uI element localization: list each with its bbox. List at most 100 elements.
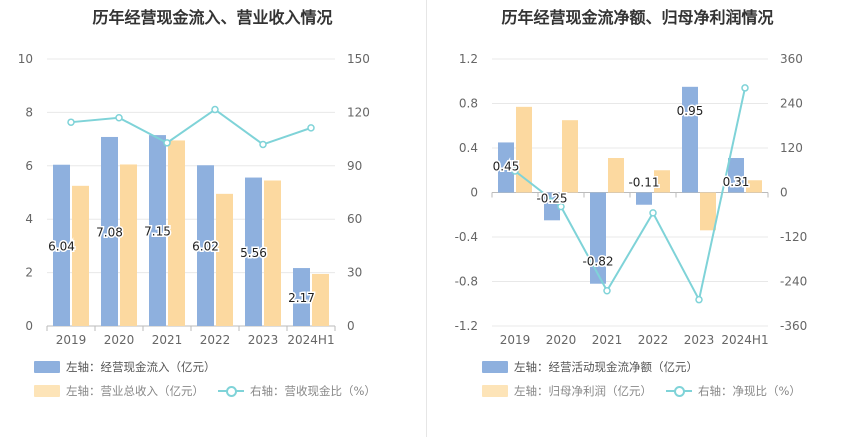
data-label: 0.95: [677, 104, 704, 118]
bar-series1: [728, 158, 744, 193]
x-tick-label: 2023: [684, 333, 715, 347]
right-tick-label: 0: [780, 186, 788, 200]
bar-series1: [636, 192, 652, 205]
x-tick-label: 2024H1: [721, 333, 768, 347]
right-tick-label: -240: [780, 275, 807, 289]
data-label: 0.31: [723, 175, 750, 189]
bar-series1: [498, 142, 514, 193]
legend-row: 左轴：经营活动现金流净额（亿元）: [482, 359, 712, 375]
legend-swatch: [666, 385, 692, 397]
left-tick-label: 6: [25, 159, 33, 173]
bar-series2: [608, 158, 624, 193]
data-label: 7.15: [144, 225, 171, 239]
x-tick-label: 2019: [500, 333, 531, 347]
right-tick-label: 150: [347, 52, 370, 66]
left-tick-label: 0: [470, 186, 478, 200]
left-tick-label: -1.2: [455, 319, 478, 333]
line-point: [259, 140, 267, 149]
line-point: [163, 139, 171, 147]
data-label: 2.17: [288, 291, 315, 305]
legend-item[interactable]: 左轴：经营现金流入（亿元）: [34, 359, 216, 375]
panel-divider: [426, 0, 427, 437]
legend-row: 左轴：归母净利润（亿元） 右轴：净现比（%）: [482, 383, 815, 399]
left-tick-label: 0: [25, 319, 33, 333]
x-tick-label: 2022: [200, 333, 231, 347]
legend-item[interactable]: 右轴：营收现金比（%）: [218, 383, 376, 399]
line-point: [649, 209, 657, 217]
bar-series2: [120, 164, 137, 326]
legend-row: 左轴：经营现金流入（亿元）: [34, 359, 230, 375]
legend-label: 左轴：经营现金流入（亿元）: [66, 360, 216, 374]
legend-swatch: [218, 385, 244, 397]
legend-label: 左轴：归母净利润（亿元）: [514, 384, 652, 398]
line-series: [70, 108, 312, 146]
data-label: -0.82: [582, 255, 613, 269]
bar-series2: [264, 180, 281, 326]
x-tick-label: 2024H1: [287, 333, 334, 347]
legend-item[interactable]: 右轴：净现比（%）: [666, 383, 801, 399]
data-label: 6.02: [192, 240, 219, 254]
bar-series2: [746, 180, 762, 193]
data-label: 0.45: [493, 159, 520, 173]
line-point: [741, 84, 749, 92]
x-tick-label: 2020: [104, 333, 135, 347]
bar-series2: [700, 192, 716, 231]
line-point: [695, 295, 703, 304]
right-tick-label: 360: [780, 52, 803, 66]
x-tick-label: 2020: [546, 333, 577, 347]
bar-series2: [654, 170, 670, 193]
chart-right-svg: -1.2 -0.8 -0.4 0 0.4 0.8 1.2 -360 -240 -120 0 120 24…: [455, 52, 808, 347]
chart-left-svg: 0 2 4 6 8 10 0 30 60 90 120 150 2019 2020 2021 2022 2023…: [18, 52, 370, 347]
legend-row: 左轴：营业总收入（亿元） 右轴：营收现金比（%）: [34, 383, 390, 399]
data-label: -0.25: [536, 191, 567, 205]
bar-series1: [682, 86, 698, 193]
line-point: [307, 124, 315, 132]
chart-panel-left: 历年经营现金流入、营业收入情况 0 2 4 6 8 10 0 30 60 90 120 150 2019…: [18, 8, 390, 399]
bar-series1: [101, 136, 118, 326]
bar-series2: [216, 193, 233, 326]
bar-series2: [562, 120, 578, 193]
left-tick-label: 0.4: [459, 141, 478, 155]
right-tick-label: 60: [347, 212, 362, 226]
legend-label: 右轴：营收现金比（%）: [250, 384, 376, 398]
line-point: [67, 118, 75, 126]
left-tick-label: 8: [25, 105, 33, 119]
x-tick-label: 2022: [638, 333, 669, 347]
legend-label: 左轴：营业总收入（亿元）: [66, 384, 204, 398]
line-series: [514, 87, 746, 303]
right-tick-label: -360: [780, 319, 807, 333]
line-point: [557, 202, 565, 211]
bar-series1: [197, 165, 214, 326]
line-point: [511, 167, 519, 175]
legend-swatch: [482, 385, 508, 397]
legend-item[interactable]: 左轴：营业总收入（亿元）: [34, 383, 204, 399]
bar-series1: [590, 192, 606, 284]
right-tick-label: 240: [780, 97, 803, 111]
bar-series1: [293, 268, 310, 326]
bar-series2: [72, 185, 89, 326]
right-tick-label: 90: [347, 159, 362, 173]
bar-series2: [312, 273, 329, 326]
bar-series2: [168, 140, 185, 326]
legend-swatch: [34, 361, 60, 373]
left-tick-label: 10: [18, 52, 33, 66]
data-label: -0.11: [628, 176, 659, 190]
left-tick-label: 0.8: [459, 97, 478, 111]
bar-series2: [516, 106, 532, 193]
left-tick-label: 1.2: [459, 52, 478, 66]
legend-swatch: [482, 361, 508, 373]
legend-item[interactable]: 左轴：归母净利润（亿元）: [482, 383, 652, 399]
right-tick-label: 120: [780, 141, 803, 155]
chart-title: 历年经营现金流入、营业收入情况: [92, 8, 333, 27]
left-tick-label: 4: [25, 212, 33, 226]
line-point: [115, 113, 123, 122]
data-label: 7.08: [96, 225, 123, 239]
bar-series1: [245, 177, 262, 326]
left-tick-label: 2: [25, 266, 33, 280]
line-point: [211, 105, 219, 114]
line-point: [603, 287, 611, 295]
legend-label: 左轴：经营活动现金流净额（亿元）: [514, 360, 698, 374]
legend-item[interactable]: 左轴：经营活动现金流净额（亿元）: [482, 359, 698, 375]
x-tick-label: 2021: [592, 333, 623, 347]
x-tick-label: 2023: [248, 333, 279, 347]
